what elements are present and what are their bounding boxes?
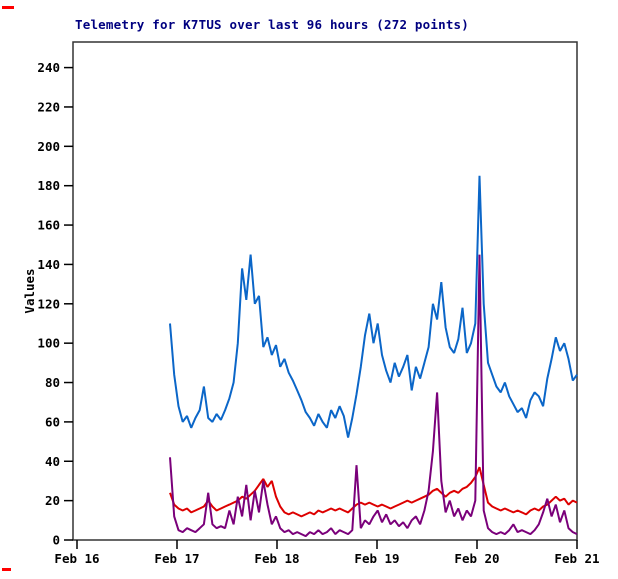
x-tick-label: Feb 21	[554, 551, 599, 566]
chart-title: Telemetry for K7TUS over last 96 hours (…	[75, 17, 470, 32]
y-tick-label: 20	[45, 493, 60, 508]
plot-frame	[72, 41, 578, 541]
series-red-line	[169, 466, 578, 518]
series-blue-line	[169, 175, 578, 438]
red-artifact-bottom-left	[2, 568, 11, 571]
y-tick-label: 120	[37, 296, 60, 311]
series-purple-line	[169, 254, 578, 538]
x-tick-label: Feb 20	[454, 551, 499, 566]
y-tick-label: 100	[37, 336, 60, 351]
y-tick-label: 140	[37, 257, 60, 272]
x-tick-label: Feb 17	[154, 551, 199, 566]
y-tick-label: 220	[37, 99, 60, 114]
y-tick-label: 40	[45, 454, 60, 469]
y-tick-label: 180	[37, 178, 60, 193]
red-artifact-top-left	[2, 6, 14, 9]
y-tick-label: 60	[45, 414, 60, 429]
y-tick-label: 200	[37, 139, 60, 154]
x-tick-label: Feb 16	[54, 551, 99, 566]
y-tick-label: 0	[52, 533, 60, 548]
y-tick-label: 240	[37, 60, 60, 75]
x-tick-label: Feb 19	[354, 551, 399, 566]
y-tick-label: 80	[45, 375, 60, 390]
x-tick-label: Feb 18	[254, 551, 299, 566]
y-tick-label: 160	[37, 218, 60, 233]
